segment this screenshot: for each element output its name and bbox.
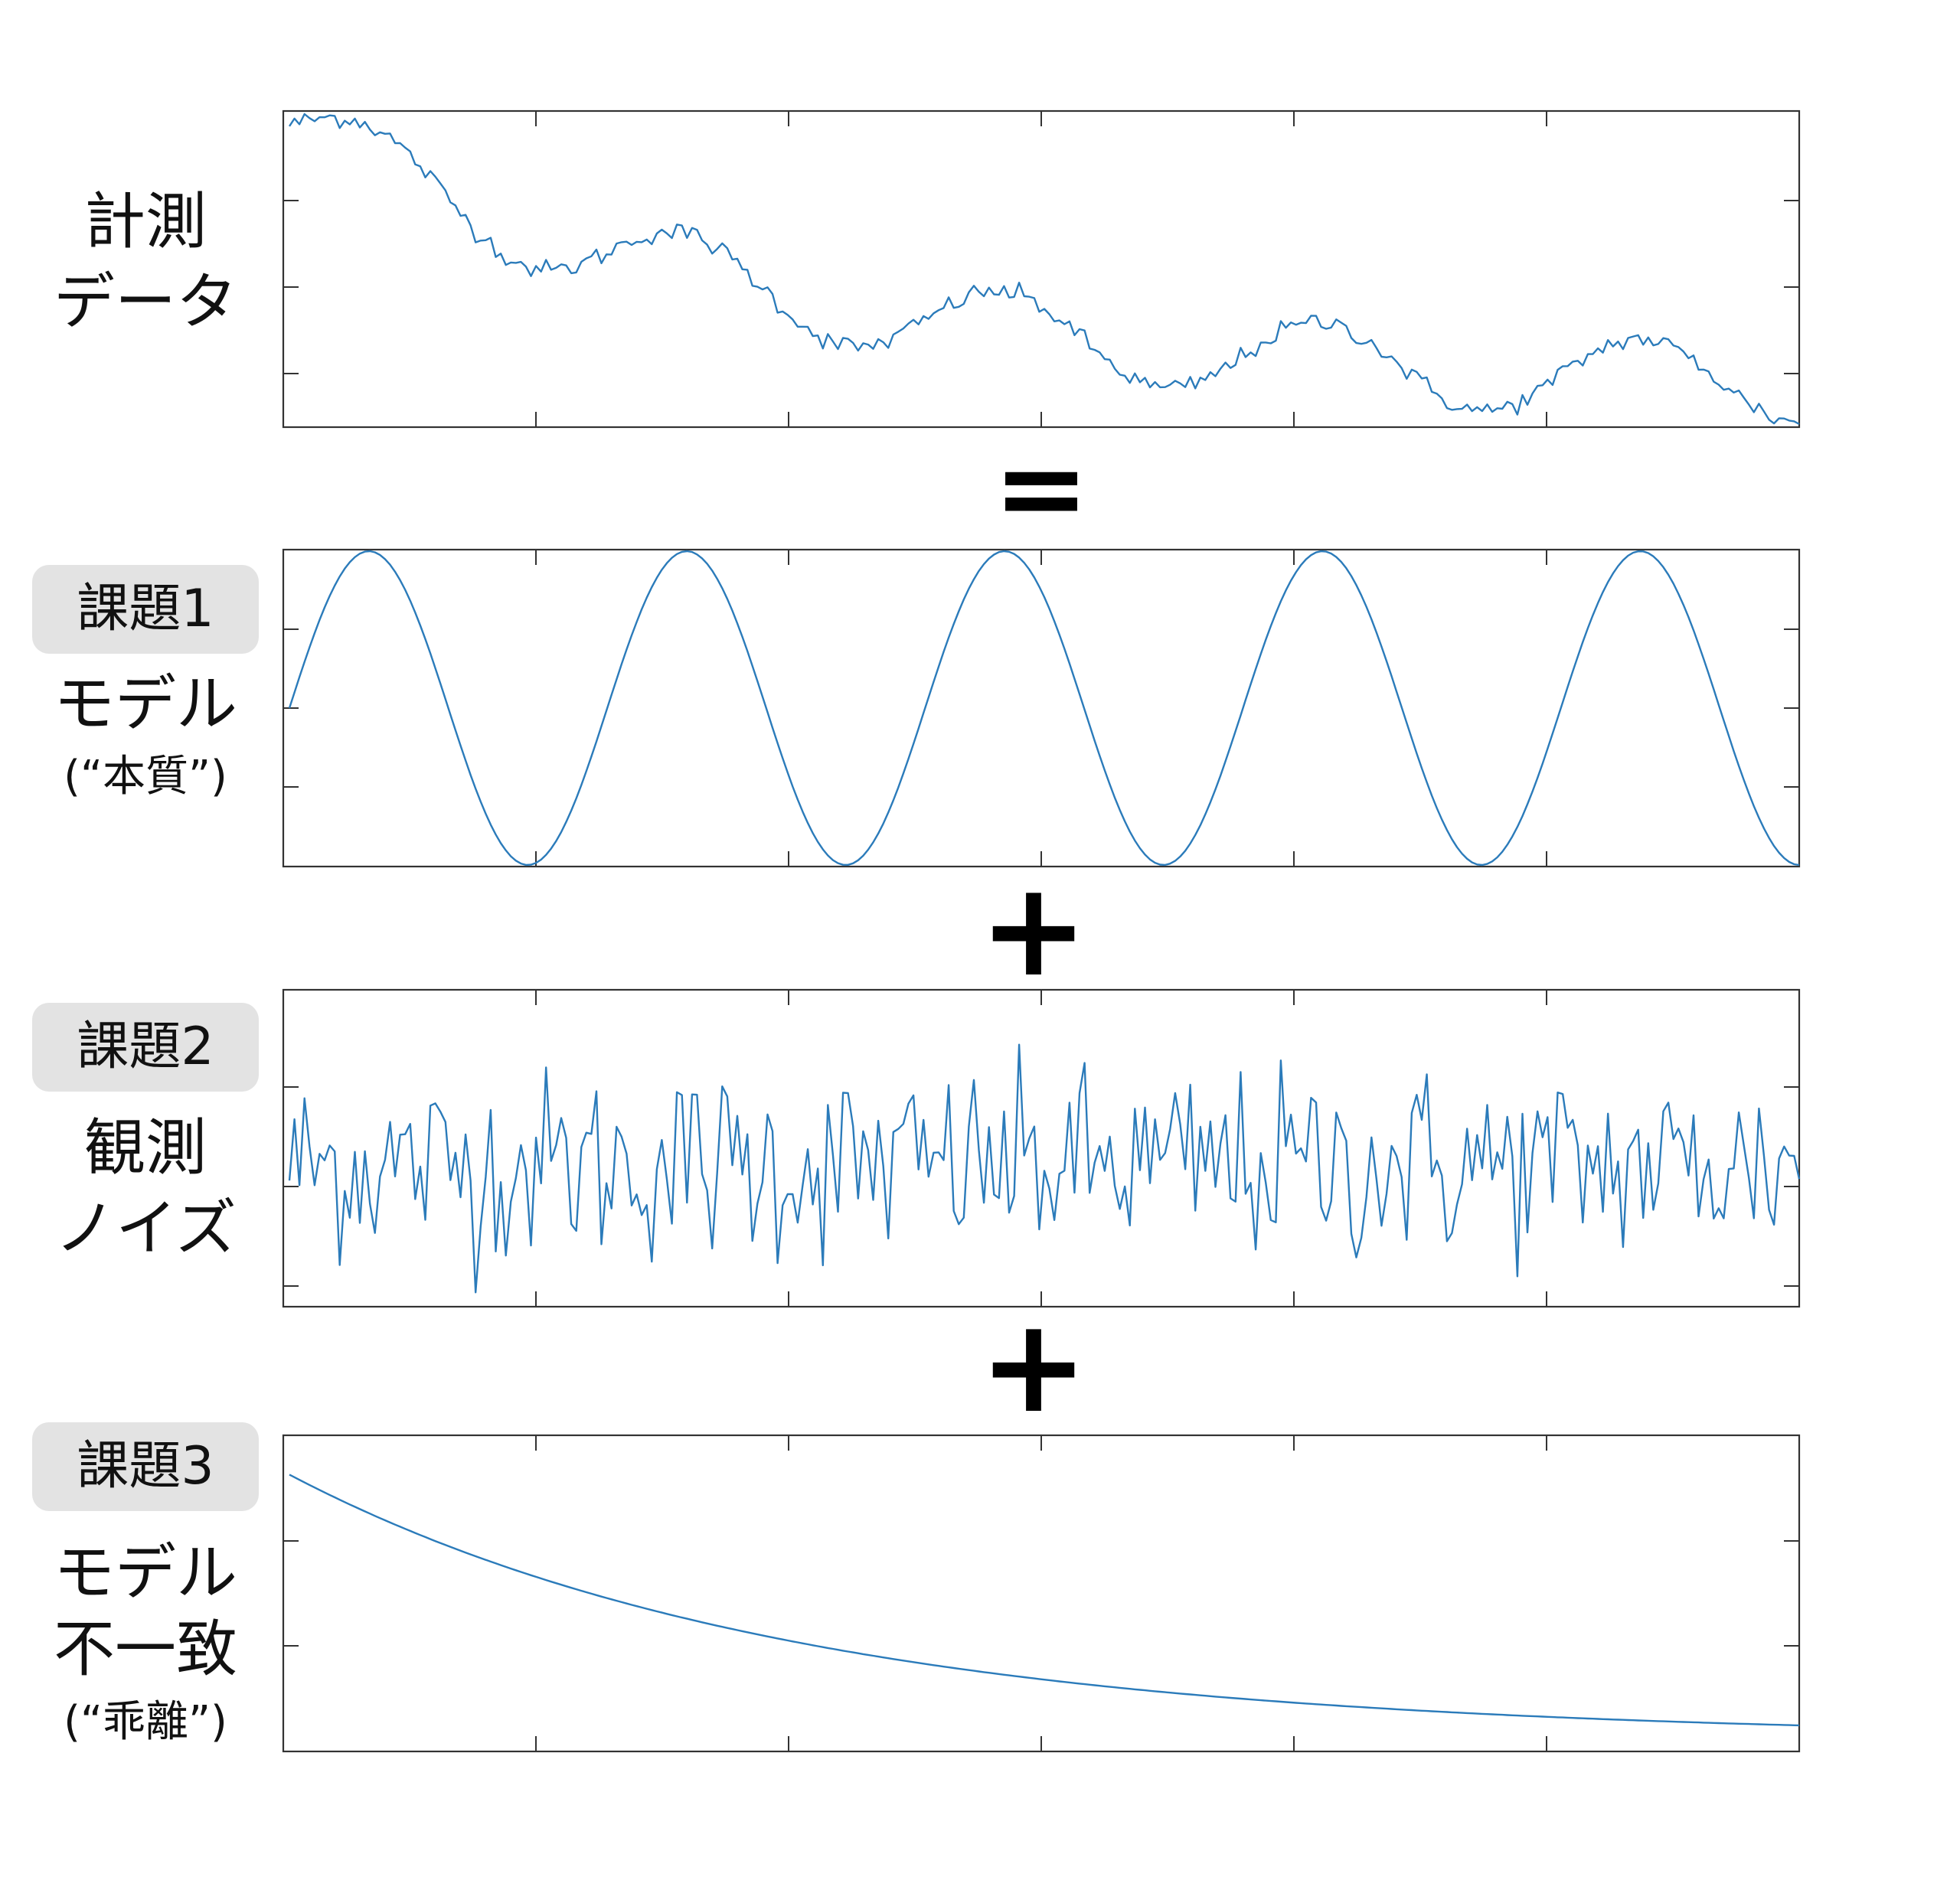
label-measured: 計測 (84, 186, 207, 257)
plot-frame (282, 109, 1801, 429)
equals-symbol: = (993, 422, 1089, 555)
plus-symbol-1: + (978, 854, 1089, 1006)
label-essence: (“本質”) (64, 752, 227, 801)
label-divergence: (“乖離”) (64, 1697, 227, 1747)
label-noise: ノイズ (54, 1193, 237, 1264)
series-model-mismatch (289, 1474, 1800, 1727)
series-model-sinusoid (288, 550, 1800, 867)
label-mismatch: 不一致 (54, 1614, 237, 1685)
chart-noise (282, 988, 1801, 1308)
plot-frame (282, 548, 1801, 868)
badge-task2: 課題2 (32, 1003, 259, 1092)
plot-frame (282, 988, 1801, 1308)
chart-mismatch (282, 1434, 1801, 1753)
label-model: モデル (54, 668, 237, 739)
chart-model (282, 548, 1801, 868)
label-observation: 観測 (84, 1112, 207, 1183)
label-data: データ (54, 266, 237, 338)
chart-measured-data (282, 109, 1801, 429)
badge-task1: 課題1 (32, 565, 259, 654)
plus-symbol-2: + (978, 1291, 1089, 1442)
badge-task3: 課題3 (32, 1422, 259, 1511)
label-model-2: モデル (54, 1537, 237, 1608)
plot-frame (282, 1434, 1801, 1753)
series-measured-data (288, 113, 1800, 426)
series-observation-noise (288, 1043, 1801, 1294)
